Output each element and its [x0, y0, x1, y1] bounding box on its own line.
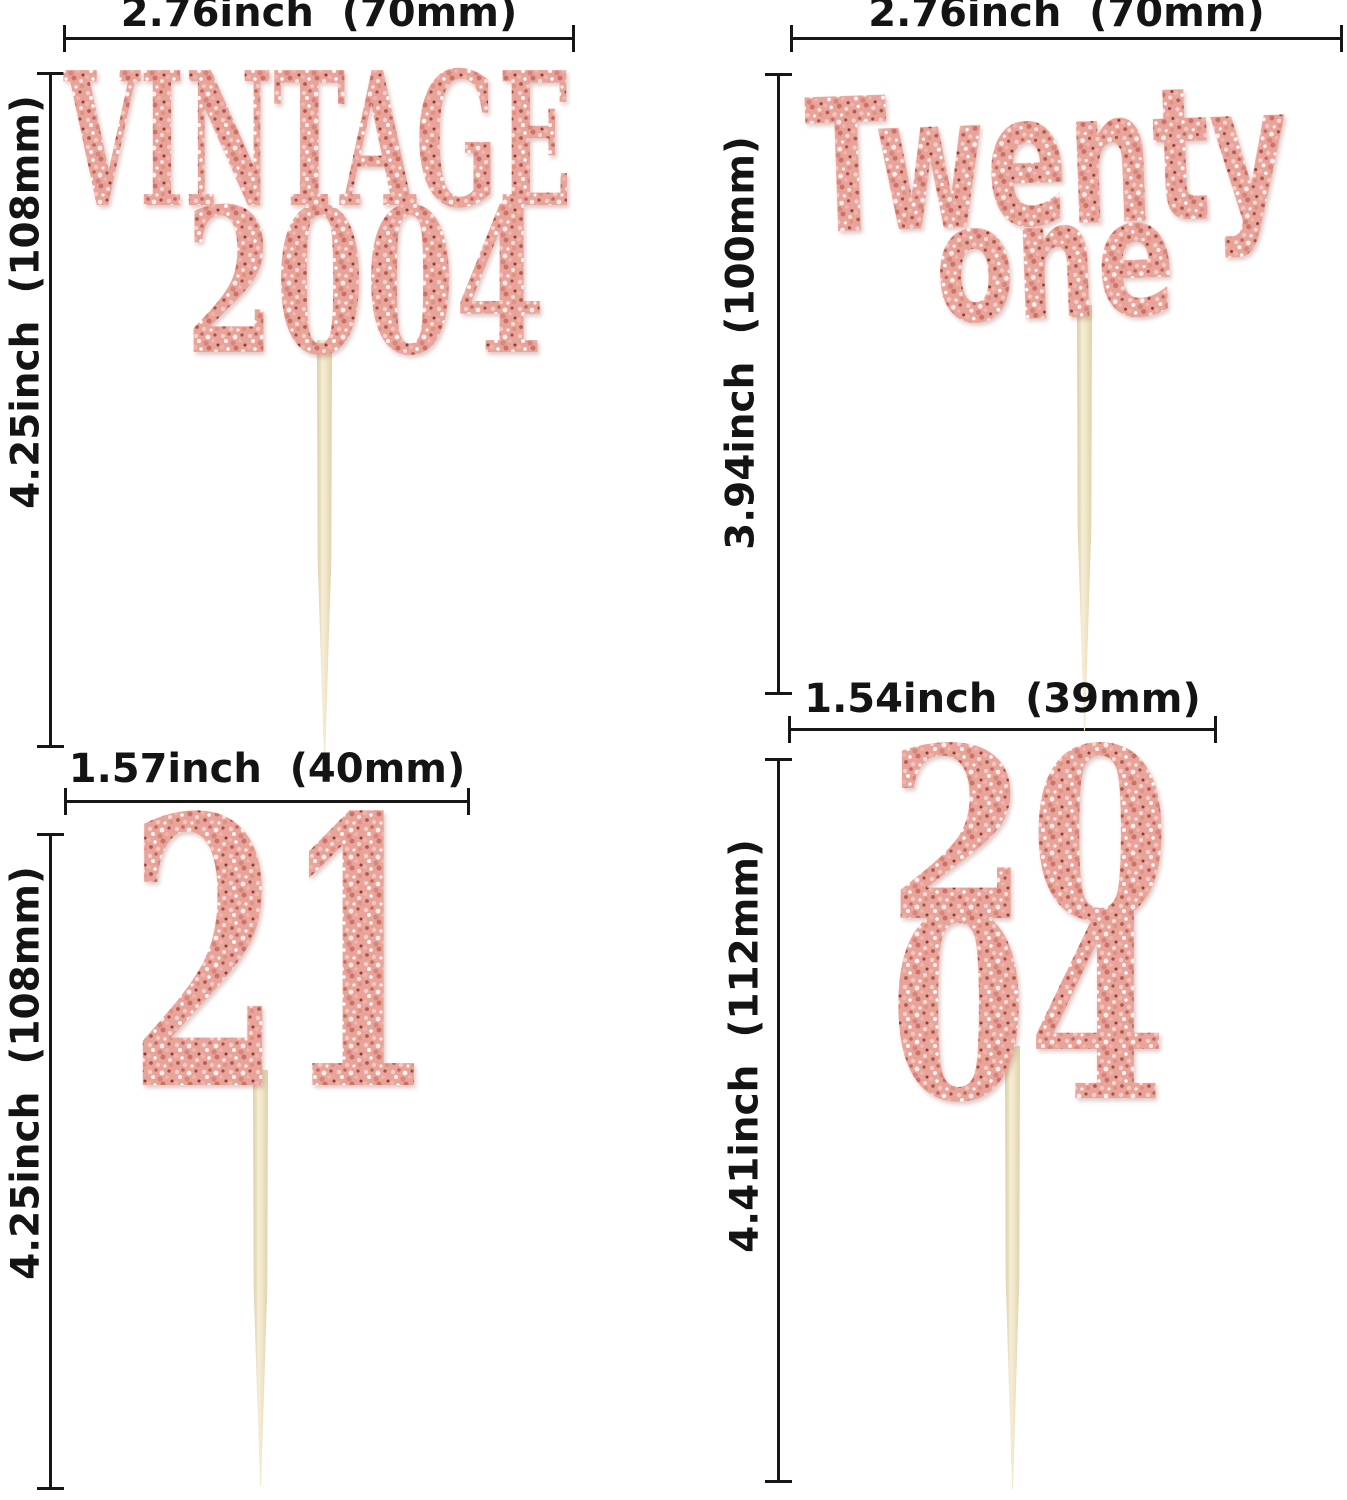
topper-21: 21: [128, 739, 436, 1173]
height-dimension-label-2004: 4.41inch (112mm): [722, 839, 768, 1253]
toothpick-stick-21: [253, 1070, 268, 1486]
toothpick-stick-vintage-2004: [317, 340, 332, 761]
topper-text-one: one: [931, 161, 1178, 361]
width-dimension-label-2004: 1.54inch (39mm): [804, 676, 1201, 722]
topper-text-vintage: VINTAGE: [63, 31, 572, 249]
height-dimension-line-vintage-2004: [37, 72, 64, 748]
topper-text-20: 20: [887, 695, 1171, 974]
topper-vintage-2004: VINTAGE 2004: [63, 31, 572, 400]
topper-text-2004: 2004: [185, 165, 545, 400]
height-dimension-line-twenty-one: [765, 73, 792, 695]
height-dimension-line-21: [37, 833, 64, 1490]
topper-text-04: 04: [889, 859, 1167, 1159]
width-dimension-line-21: [64, 788, 470, 815]
topper-2004-stacked: 20 04: [887, 695, 1171, 1159]
topper-text-21: 21: [128, 739, 436, 1173]
height-dimension-label-21: 4.25inch (108mm): [3, 866, 49, 1280]
topper-twenty-one: Twenty one: [803, 44, 1292, 361]
width-dimension-label-21: 1.57inch (40mm): [68, 746, 466, 792]
width-dimension-line-2004: [788, 716, 1217, 743]
width-dimension-label-twenty-one: 2.76inch (70mm): [868, 0, 1265, 36]
height-dimension-label-twenty-one: 3.94inch (100mm): [718, 136, 764, 550]
topper-text-twenty: Twenty: [803, 44, 1292, 277]
toothpick-stick-2004: [1005, 1046, 1020, 1490]
toothpick-stick-twenty-one: [1077, 305, 1092, 731]
width-dimension-label-vintage-2004: 2.76inch (70mm): [120, 0, 518, 36]
width-dimension-line-vintage-2004: [63, 25, 575, 52]
height-dimension-label-vintage-2004: 4.25inch (108mm): [3, 95, 49, 509]
height-dimension-line-2004: [765, 758, 792, 1483]
width-dimension-line-twenty-one: [790, 25, 1343, 52]
